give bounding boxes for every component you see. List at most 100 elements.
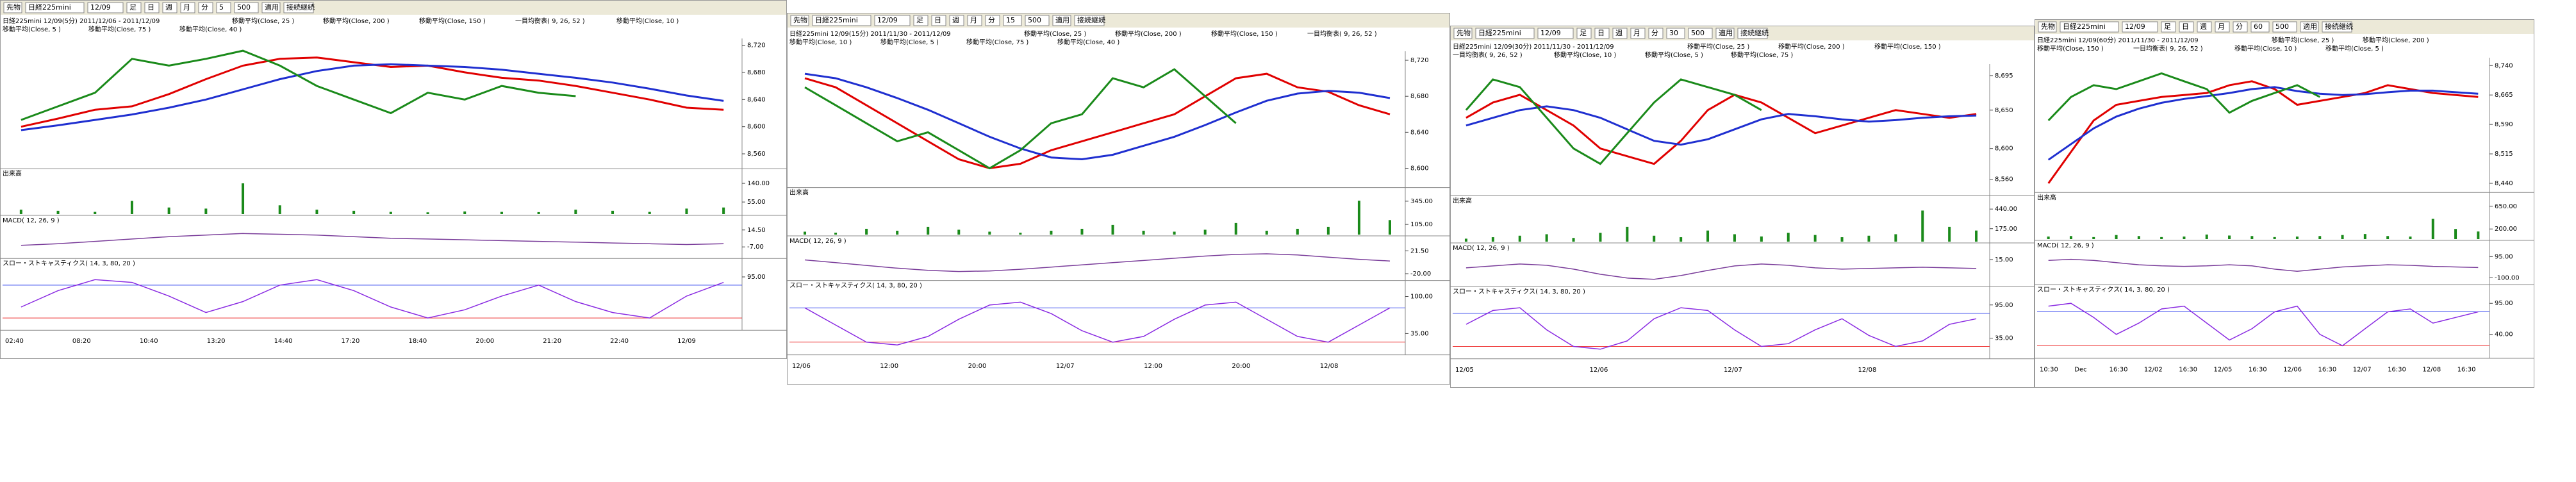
indicator-header: 移動平均(Close, 200 ) <box>1115 29 1182 38</box>
toolbar-button[interactable] <box>1475 28 1535 39</box>
volume-bar <box>1599 233 1602 242</box>
indicator-header: 移動平均(Close, 150 ) <box>1874 42 1941 51</box>
volume-bar <box>500 212 503 214</box>
toolbar-button[interactable] <box>261 2 281 13</box>
price-line <box>804 68 1237 170</box>
toolbar-button[interactable] <box>2161 21 2176 33</box>
toolbar-button[interactable] <box>1052 15 1071 26</box>
toolbar-button[interactable] <box>812 15 871 26</box>
toolbar-button[interactable] <box>1737 28 1768 39</box>
toolbar-label: 日経225mini <box>2063 22 2106 31</box>
toolbar-button[interactable] <box>2197 21 2212 33</box>
volume-bar <box>2431 219 2434 239</box>
toolbar-button[interactable] <box>2060 21 2119 33</box>
macd-line <box>21 233 724 246</box>
volume-bar <box>685 208 688 214</box>
toolbar-button[interactable] <box>2300 21 2319 33</box>
toolbar-label: 週 <box>952 16 959 24</box>
toolbar-label: 接続継続 <box>1077 15 1105 24</box>
toolbar-button[interactable] <box>1612 28 1628 39</box>
toolbar-button[interactable] <box>2215 21 2230 33</box>
toolbar-button[interactable] <box>790 15 809 26</box>
toolbar-button[interactable] <box>234 2 259 13</box>
x-tick-label: 12/02 <box>2144 366 2163 373</box>
toolbar-button[interactable] <box>1003 15 1022 26</box>
volume-bar <box>242 183 245 214</box>
window-frame <box>2035 19 2534 388</box>
toolbar-button[interactable] <box>2272 21 2297 33</box>
toolbar-button[interactable] <box>144 2 160 13</box>
price-line <box>1465 78 1762 165</box>
volume-bar <box>2386 236 2390 239</box>
y-tick-label: 35.00 <box>1410 330 1429 337</box>
toolbar-button[interactable] <box>1688 28 1713 39</box>
toolbar-button[interactable] <box>180 2 195 13</box>
toolbar-button[interactable] <box>1453 28 1473 39</box>
toolbar-button[interactable] <box>2179 21 2194 33</box>
volume-bar <box>2341 235 2344 239</box>
toolbar-button[interactable] <box>162 2 178 13</box>
toolbar-button[interactable] <box>198 2 213 13</box>
volume-bar <box>1975 230 1978 242</box>
y-tick-label: 8,720 <box>747 42 766 49</box>
volume-bar <box>2477 231 2480 239</box>
toolbar-button[interactable] <box>2038 21 2057 33</box>
x-tick-label: 21:20 <box>543 338 561 345</box>
toolbar-button[interactable] <box>1648 28 1664 39</box>
toolbar-button[interactable] <box>126 2 142 13</box>
toolbar-label: 適用 <box>265 3 279 12</box>
toolbar-button[interactable] <box>87 2 124 13</box>
toolbar-button[interactable] <box>3 2 22 13</box>
toolbar-button[interactable] <box>1074 15 1105 26</box>
indicator-header: 一目均衡表( 9, 26, 52 ) <box>1453 51 1523 59</box>
toolbar-button[interactable] <box>2233 21 2248 33</box>
toolbar-button[interactable] <box>216 2 231 13</box>
toolbar-button[interactable] <box>1666 28 1685 39</box>
x-tick-label: 12/07 <box>2353 366 2372 373</box>
toolbar-button[interactable] <box>2250 21 2270 33</box>
x-tick-label: 10:30 <box>2040 366 2058 373</box>
price-line <box>804 72 1391 161</box>
volume-bar <box>2363 234 2366 239</box>
toolbar-button[interactable] <box>1576 28 1592 39</box>
toolbar-label: 月 <box>183 3 190 12</box>
macd-line <box>804 253 1391 272</box>
toolbar-button[interactable] <box>874 15 911 26</box>
toolbar-button[interactable] <box>967 15 982 26</box>
toolbar-button[interactable] <box>2122 21 2158 33</box>
toolbar-button[interactable] <box>949 15 964 26</box>
toolbar-button[interactable] <box>913 15 929 26</box>
toolbar-label: 12/09 <box>877 16 898 24</box>
toolbar-button[interactable] <box>1025 15 1050 26</box>
y-tick-label: 8,600 <box>1410 165 1429 172</box>
toolbar-button[interactable] <box>283 2 314 13</box>
y-tick-label: 8,640 <box>747 96 766 103</box>
x-tick-label: 02:40 <box>5 338 24 345</box>
price-line <box>2047 72 2320 122</box>
toolbar-button[interactable] <box>1537 28 1574 39</box>
indicator-header: 移動平均(Close, 25 ) <box>1687 42 1749 51</box>
toolbar-button[interactable] <box>1630 28 1646 39</box>
toolbar-button[interactable] <box>25 2 85 13</box>
indicator-header: 移動平均(Close, 10 ) <box>1554 51 1616 59</box>
toolbar-button[interactable] <box>2322 21 2352 33</box>
toolbar-button[interactable] <box>1715 28 1735 39</box>
toolbar-button[interactable] <box>985 15 1000 26</box>
volume-bar <box>927 226 930 235</box>
x-tick-label: 16:30 <box>2318 366 2336 373</box>
indicator-header: 移動平均(Close, 150 ) <box>1211 29 1278 38</box>
toolbar-label: 12/09 <box>90 3 111 12</box>
toolbar-button[interactable] <box>931 15 946 26</box>
toolbar-label: 60 <box>2254 22 2263 31</box>
volume-bar <box>834 232 838 235</box>
toolbar-label: 日 <box>147 3 154 12</box>
x-tick-label: 20:00 <box>1232 363 1250 370</box>
toolbar-label: 12/09 <box>1540 29 1561 37</box>
volume-bar <box>1680 237 1683 242</box>
y-tick-label: 55.00 <box>747 199 766 206</box>
toolbar-button[interactable] <box>1594 28 1610 39</box>
x-tick-label: 16:30 <box>2457 366 2476 373</box>
volume-bar <box>1019 232 1022 235</box>
toolbar-label: 足 <box>129 3 136 12</box>
